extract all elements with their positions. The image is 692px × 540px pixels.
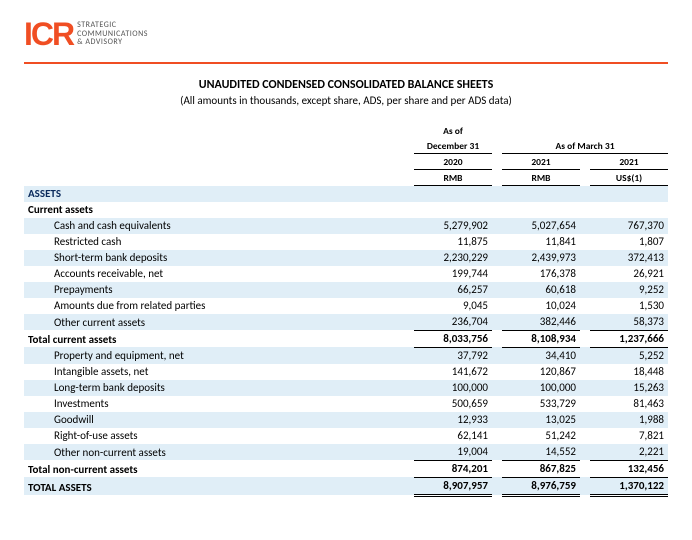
row-goodwill: Goodwill 12,933 13,025 1,988 — [24, 412, 668, 428]
row-restricted: Restricted cash 11,875 11,841 1,807 — [24, 234, 668, 250]
row-stdep: Short-term bank deposits 2,230,229 2,439… — [24, 250, 668, 266]
row-cash: Cash and cash equivalents 5,279,902 5,02… — [24, 218, 668, 234]
col-usd: US$(1) — [590, 170, 668, 186]
divider — [24, 62, 668, 64]
logo-mark: ICR — [24, 18, 73, 50]
col-mar31: As of March 31 — [502, 138, 668, 154]
row-rou: Right-of-use assets 62,141 51,242 7,821 — [24, 428, 668, 444]
section-assets: ASSETS — [24, 186, 668, 202]
row-invest: Investments 500,659 533,729 81,463 — [24, 396, 668, 412]
col-rmb1: RMB — [414, 170, 492, 186]
row-ppe: Property and equipment, net 37,792 34,41… — [24, 347, 668, 364]
row-related: Amounts due from related parties 9,045 1… — [24, 298, 668, 314]
col-dec31: December 31 — [414, 138, 492, 154]
header-row-4: RMB RMB US$(1) — [24, 170, 668, 186]
header-row-3: 2020 2021 2021 — [24, 154, 668, 170]
row-othernc: Other non-current assets 19,004 14,552 2… — [24, 444, 668, 461]
col-2021b: 2021 — [590, 154, 668, 170]
row-intang: Intangible assets, net 141,672 120,867 1… — [24, 364, 668, 380]
logo: ICR STRATEGIC COMMUNICATIONS & ADVISORY — [24, 18, 668, 50]
logo-tagline: STRATEGIC COMMUNICATIONS & ADVISORY — [77, 21, 148, 47]
row-othercur: Other current assets 236,704 382,446 58,… — [24, 314, 668, 331]
row-prepay: Prepayments 66,257 60,618 9,252 — [24, 282, 668, 298]
page-title: UNAUDITED CONDENSED CONSOLIDATED BALANCE… — [24, 78, 668, 92]
row-total-assets: TOTAL ASSETS 8,907,957 8,976,759 1,370,1… — [24, 477, 668, 495]
row-ar: Accounts receivable, net 199,744 176,378… — [24, 266, 668, 282]
balance-sheet-table: As of December 31 As of March 31 2020 20… — [24, 123, 668, 497]
col-asof: As of — [414, 123, 492, 138]
page-subtitle: (All amounts in thousands, except share,… — [24, 94, 668, 107]
row-total-noncurrent: Total non-current assets 874,201 867,825… — [24, 460, 668, 477]
section-current-assets: Current assets — [24, 202, 668, 218]
col-rmb2: RMB — [502, 170, 580, 186]
col-2020: 2020 — [414, 154, 492, 170]
row-total-current: Total current assets 8,033,756 8,108,934… — [24, 330, 668, 347]
header-row-1: As of — [24, 123, 668, 138]
header-row-2: December 31 As of March 31 — [24, 138, 668, 154]
row-ltdep: Long-term bank deposits 100,000 100,000 … — [24, 380, 668, 396]
col-2021a: 2021 — [502, 154, 580, 170]
